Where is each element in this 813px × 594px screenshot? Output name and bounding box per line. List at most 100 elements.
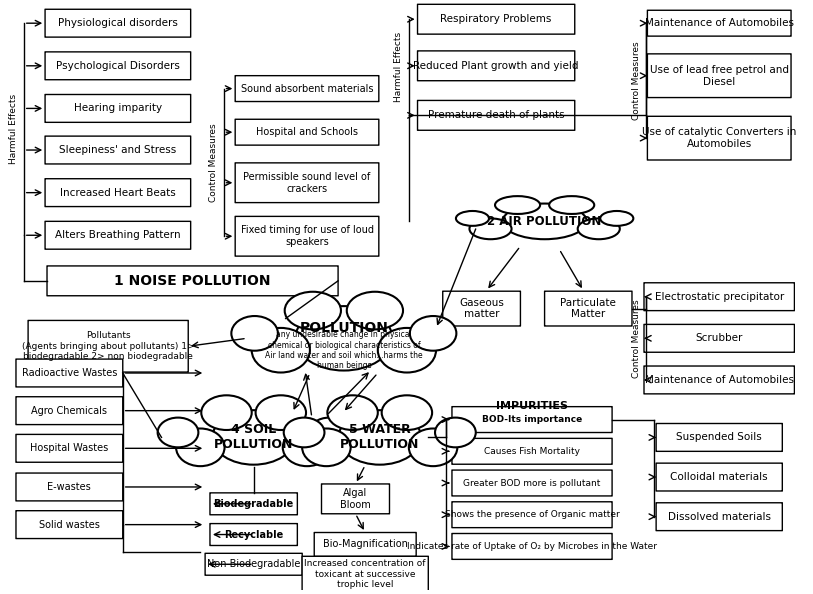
FancyBboxPatch shape — [452, 470, 612, 496]
Text: Solid wastes: Solid wastes — [39, 520, 100, 530]
FancyBboxPatch shape — [210, 493, 298, 515]
Ellipse shape — [232, 316, 278, 350]
Text: Biodegradable: Biodegradable — [214, 499, 293, 509]
Ellipse shape — [381, 395, 433, 430]
Text: Non-Biodegradable: Non-Biodegradable — [207, 560, 300, 569]
FancyBboxPatch shape — [452, 533, 612, 560]
FancyBboxPatch shape — [16, 511, 123, 539]
Ellipse shape — [578, 219, 620, 239]
Text: 1 NOISE POLLUTION: 1 NOISE POLLUTION — [115, 274, 271, 288]
Text: Control Measures: Control Measures — [210, 123, 219, 202]
Ellipse shape — [469, 219, 511, 239]
FancyBboxPatch shape — [656, 463, 782, 491]
Ellipse shape — [338, 410, 421, 465]
Text: Permissible sound level of
crackers: Permissible sound level of crackers — [243, 172, 371, 194]
FancyBboxPatch shape — [545, 291, 632, 326]
Text: Colloidal materials: Colloidal materials — [671, 472, 768, 482]
Text: E-wastes: E-wastes — [47, 482, 91, 492]
Text: Particulate
Matter: Particulate Matter — [560, 298, 616, 320]
FancyBboxPatch shape — [656, 424, 782, 451]
Text: Use of catalytic Converters in
Automobiles: Use of catalytic Converters in Automobil… — [642, 127, 797, 149]
Ellipse shape — [309, 418, 350, 447]
FancyBboxPatch shape — [315, 532, 416, 557]
Text: Indicates rate of Uptake of O₂ by Microbes in the Water: Indicates rate of Uptake of O₂ by Microb… — [407, 542, 657, 551]
Ellipse shape — [283, 428, 331, 466]
FancyBboxPatch shape — [45, 136, 191, 164]
FancyBboxPatch shape — [28, 320, 189, 372]
Text: IMPURITIES: IMPURITIES — [496, 401, 568, 410]
FancyBboxPatch shape — [45, 52, 191, 80]
Ellipse shape — [328, 395, 378, 430]
Text: Hearing imparity: Hearing imparity — [74, 103, 162, 113]
Text: Greater BOD more is pollutant: Greater BOD more is pollutant — [463, 479, 601, 488]
FancyBboxPatch shape — [321, 484, 389, 514]
Text: Control Measures: Control Measures — [633, 299, 641, 378]
FancyBboxPatch shape — [45, 10, 191, 37]
Ellipse shape — [158, 418, 198, 447]
Text: Respiratory Problems: Respiratory Problems — [441, 14, 552, 24]
Text: Suspended Soils: Suspended Soils — [676, 432, 762, 443]
FancyBboxPatch shape — [644, 366, 794, 394]
Ellipse shape — [435, 418, 476, 447]
FancyBboxPatch shape — [418, 4, 575, 34]
FancyBboxPatch shape — [656, 503, 782, 530]
Text: Agro Chemicals: Agro Chemicals — [32, 406, 107, 416]
Text: Psychological Disorders: Psychological Disorders — [56, 61, 180, 71]
Text: Dissolved materials: Dissolved materials — [667, 511, 771, 522]
Ellipse shape — [284, 418, 324, 447]
Text: Radioactive Wastes: Radioactive Wastes — [22, 368, 117, 378]
FancyBboxPatch shape — [235, 75, 379, 102]
FancyBboxPatch shape — [205, 554, 302, 575]
Text: BOD-Its importance: BOD-Its importance — [482, 415, 582, 424]
Text: Sound absorbent materials: Sound absorbent materials — [241, 84, 373, 94]
Ellipse shape — [176, 428, 224, 466]
FancyBboxPatch shape — [647, 54, 791, 97]
FancyBboxPatch shape — [452, 438, 612, 465]
FancyBboxPatch shape — [16, 397, 123, 425]
Text: Control Measures: Control Measures — [633, 42, 641, 120]
Text: Premature death of plants: Premature death of plants — [428, 110, 564, 121]
Text: Hospital Wastes: Hospital Wastes — [30, 443, 108, 453]
Text: Alters Breathing Pattern: Alters Breathing Pattern — [55, 230, 180, 240]
Text: Causes Fish Mortality: Causes Fish Mortality — [484, 447, 580, 456]
Ellipse shape — [495, 196, 540, 214]
Text: Maintenance of Automobiles: Maintenance of Automobiles — [645, 18, 793, 28]
FancyBboxPatch shape — [210, 523, 298, 545]
Text: Hospital and Schools: Hospital and Schools — [256, 127, 358, 137]
FancyBboxPatch shape — [443, 291, 520, 326]
Text: Harmful Effects: Harmful Effects — [9, 94, 18, 165]
Text: Maintenance of Automobiles: Maintenance of Automobiles — [645, 375, 793, 385]
Ellipse shape — [347, 292, 403, 330]
FancyBboxPatch shape — [452, 502, 612, 527]
Ellipse shape — [202, 395, 252, 430]
FancyBboxPatch shape — [235, 216, 379, 256]
Text: Physiological disorders: Physiological disorders — [58, 18, 178, 28]
Text: 4 SOIL
POLLUTION: 4 SOIL POLLUTION — [214, 424, 293, 451]
Text: Electrostatic precipitator: Electrostatic precipitator — [654, 292, 784, 302]
Text: Reduced Plant growth and yield: Reduced Plant growth and yield — [413, 61, 579, 71]
Text: Increased concentration of
toxicant at successive
trophic level: Increased concentration of toxicant at s… — [304, 560, 426, 589]
Text: Harmful Effects: Harmful Effects — [393, 32, 402, 102]
FancyBboxPatch shape — [16, 359, 123, 387]
Text: Scrubber: Scrubber — [696, 333, 743, 343]
Text: POLLUTION: POLLUTION — [299, 321, 389, 336]
Ellipse shape — [378, 328, 436, 372]
Text: Fixed timing for use of loud
speakers: Fixed timing for use of loud speakers — [241, 226, 373, 247]
FancyBboxPatch shape — [16, 434, 123, 462]
FancyBboxPatch shape — [235, 163, 379, 203]
Ellipse shape — [252, 328, 310, 372]
FancyBboxPatch shape — [418, 51, 575, 81]
Text: Algal
Bloom: Algal Bloom — [340, 488, 371, 510]
FancyBboxPatch shape — [45, 179, 191, 207]
Ellipse shape — [502, 204, 587, 239]
Ellipse shape — [456, 211, 489, 226]
FancyBboxPatch shape — [418, 100, 575, 130]
Ellipse shape — [410, 316, 456, 350]
FancyBboxPatch shape — [647, 10, 791, 36]
Text: Shows the presence of Organic matter: Shows the presence of Organic matter — [445, 510, 620, 519]
Ellipse shape — [409, 428, 458, 466]
Ellipse shape — [302, 428, 350, 466]
Text: 2 AIR POLLUTION: 2 AIR POLLUTION — [488, 215, 602, 228]
FancyBboxPatch shape — [644, 283, 794, 311]
FancyBboxPatch shape — [647, 116, 791, 160]
